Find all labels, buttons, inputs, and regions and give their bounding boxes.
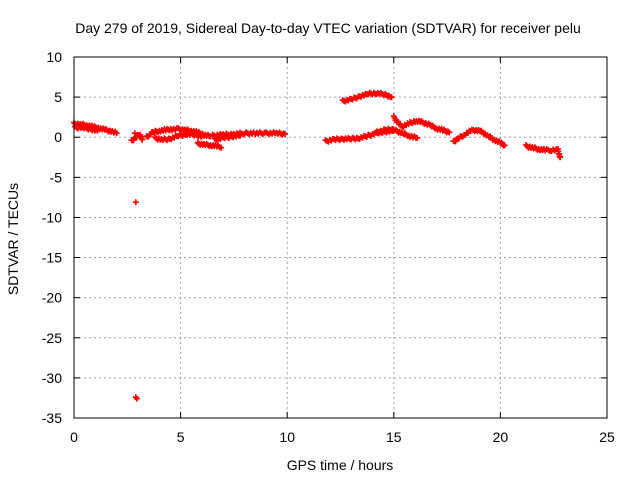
data-point — [282, 131, 289, 138]
data-point — [131, 130, 138, 137]
data-point — [133, 395, 140, 402]
y-tick-label: 0 — [54, 129, 62, 145]
data-point — [557, 154, 564, 161]
data-point — [198, 133, 205, 140]
y-tick-label: -30 — [42, 370, 62, 386]
y-axis-label: SDTVAR / TECUs — [5, 183, 21, 295]
data-points — [71, 89, 564, 402]
y-tick-label: -20 — [42, 290, 62, 306]
plot-frame — [73, 56, 608, 419]
chart-title: Day 279 of 2019, Sidereal Day-to-day VTE… — [75, 20, 581, 36]
data-point — [388, 94, 395, 101]
data-point — [501, 142, 508, 149]
data-point — [139, 136, 146, 143]
x-tick-label: 0 — [70, 429, 78, 445]
x-tick-label: 15 — [386, 429, 402, 445]
x-tick-label: 25 — [599, 429, 615, 445]
data-point — [218, 144, 225, 151]
y-tick-label: 10 — [46, 49, 62, 65]
data-point — [94, 127, 101, 134]
x-tick-label: 10 — [279, 429, 295, 445]
data-point — [113, 130, 120, 137]
y-tick-label: -5 — [50, 169, 63, 185]
data-point — [132, 199, 139, 206]
data-point — [446, 129, 453, 136]
y-tick-label: 5 — [54, 89, 62, 105]
y-tick-label: -25 — [42, 330, 62, 346]
axis-ticks: 0 5 10 15 20 25 10 5 0 -5 -10 -15 -20 -25 -30 -35 — [42, 49, 615, 445]
data-point — [414, 135, 421, 142]
y-tick-label: -35 — [42, 410, 62, 426]
y-tick-label: -15 — [42, 250, 62, 266]
y-tick-label: -10 — [42, 209, 62, 225]
data-point — [237, 132, 244, 139]
x-axis-label: GPS time / hours — [287, 457, 394, 473]
x-tick-label: 5 — [177, 429, 185, 445]
x-tick-label: 20 — [493, 429, 509, 445]
